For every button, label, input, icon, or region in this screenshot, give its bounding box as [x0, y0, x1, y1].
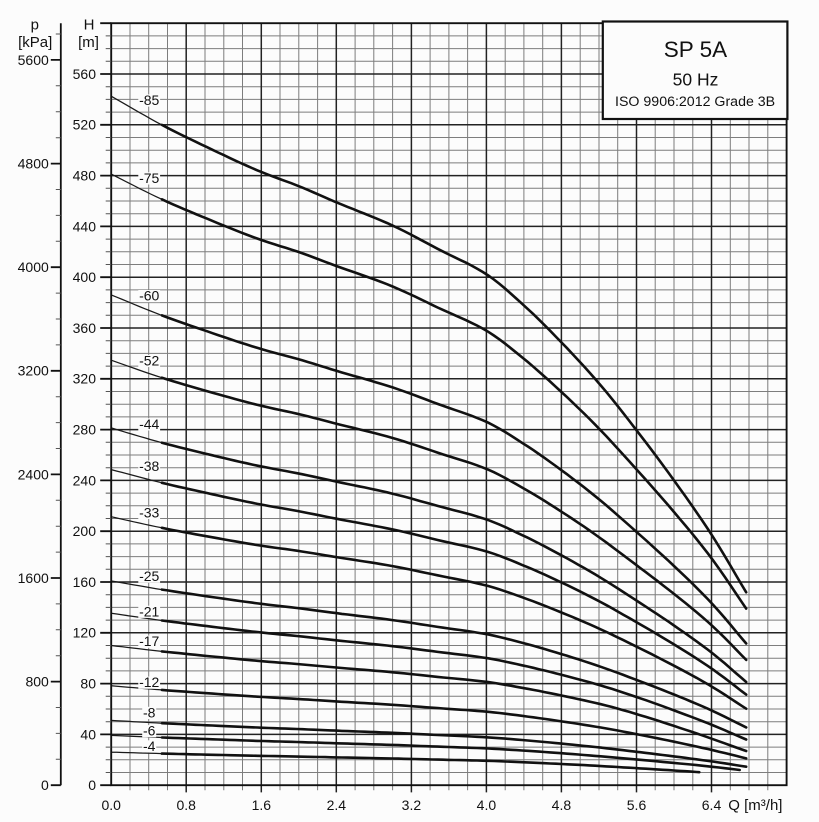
svg-text:1.6: 1.6 [252, 797, 272, 813]
svg-text:-33: -33 [139, 504, 159, 520]
svg-text:4800: 4800 [18, 156, 49, 172]
svg-text:1600: 1600 [18, 570, 49, 586]
svg-text:2400: 2400 [18, 466, 49, 482]
svg-text:360: 360 [73, 320, 97, 336]
svg-text:5600: 5600 [18, 52, 49, 68]
svg-text:50 Hz: 50 Hz [673, 69, 719, 89]
svg-text:0: 0 [41, 777, 49, 793]
svg-text:400: 400 [73, 269, 97, 285]
svg-text:480: 480 [73, 168, 97, 184]
svg-text:Q [m³/h]: Q [m³/h] [728, 797, 782, 814]
svg-text:440: 440 [73, 218, 97, 234]
svg-text:280: 280 [73, 422, 97, 438]
svg-text:H: H [84, 16, 95, 33]
svg-text:6.4: 6.4 [702, 797, 722, 813]
svg-text:0: 0 [88, 777, 96, 793]
svg-text:-85: -85 [139, 92, 159, 108]
svg-text:p: p [31, 16, 39, 33]
svg-text:320: 320 [73, 371, 97, 387]
svg-text:3200: 3200 [18, 363, 49, 379]
svg-text:560: 560 [73, 66, 97, 82]
svg-text:ISO 9906:2012 Grade 3B: ISO 9906:2012 Grade 3B [615, 94, 775, 110]
svg-text:80: 80 [80, 676, 96, 692]
svg-text:-44: -44 [139, 416, 159, 432]
svg-text:240: 240 [73, 472, 97, 488]
svg-text:4.8: 4.8 [552, 797, 572, 813]
svg-text:-38: -38 [139, 458, 159, 474]
svg-text:40: 40 [80, 726, 96, 742]
svg-text:-12: -12 [139, 674, 159, 690]
svg-text:200: 200 [73, 523, 97, 539]
svg-text:520: 520 [73, 117, 97, 133]
svg-text:SP 5A: SP 5A [664, 37, 727, 62]
svg-text:4.0: 4.0 [477, 797, 497, 813]
svg-text:-6: -6 [143, 723, 156, 739]
svg-text:3.2: 3.2 [402, 797, 422, 813]
svg-text:-21: -21 [139, 603, 159, 619]
svg-text:2.4: 2.4 [327, 797, 347, 813]
svg-text:4000: 4000 [18, 259, 49, 275]
svg-text:-52: -52 [139, 353, 159, 369]
svg-text:[m]: [m] [78, 34, 99, 51]
svg-text:-8: -8 [143, 704, 156, 720]
svg-text:-4: -4 [143, 738, 156, 754]
svg-text:[kPa]: [kPa] [18, 34, 52, 51]
svg-text:0.0: 0.0 [101, 797, 121, 813]
svg-text:160: 160 [73, 574, 97, 590]
svg-text:120: 120 [73, 625, 97, 641]
svg-text:-17: -17 [139, 633, 159, 649]
svg-text:-60: -60 [139, 288, 159, 304]
svg-text:-75: -75 [139, 170, 159, 186]
svg-text:-25: -25 [139, 568, 159, 584]
svg-text:5.6: 5.6 [627, 797, 647, 813]
svg-text:0.8: 0.8 [176, 797, 196, 813]
svg-text:800: 800 [25, 674, 49, 690]
